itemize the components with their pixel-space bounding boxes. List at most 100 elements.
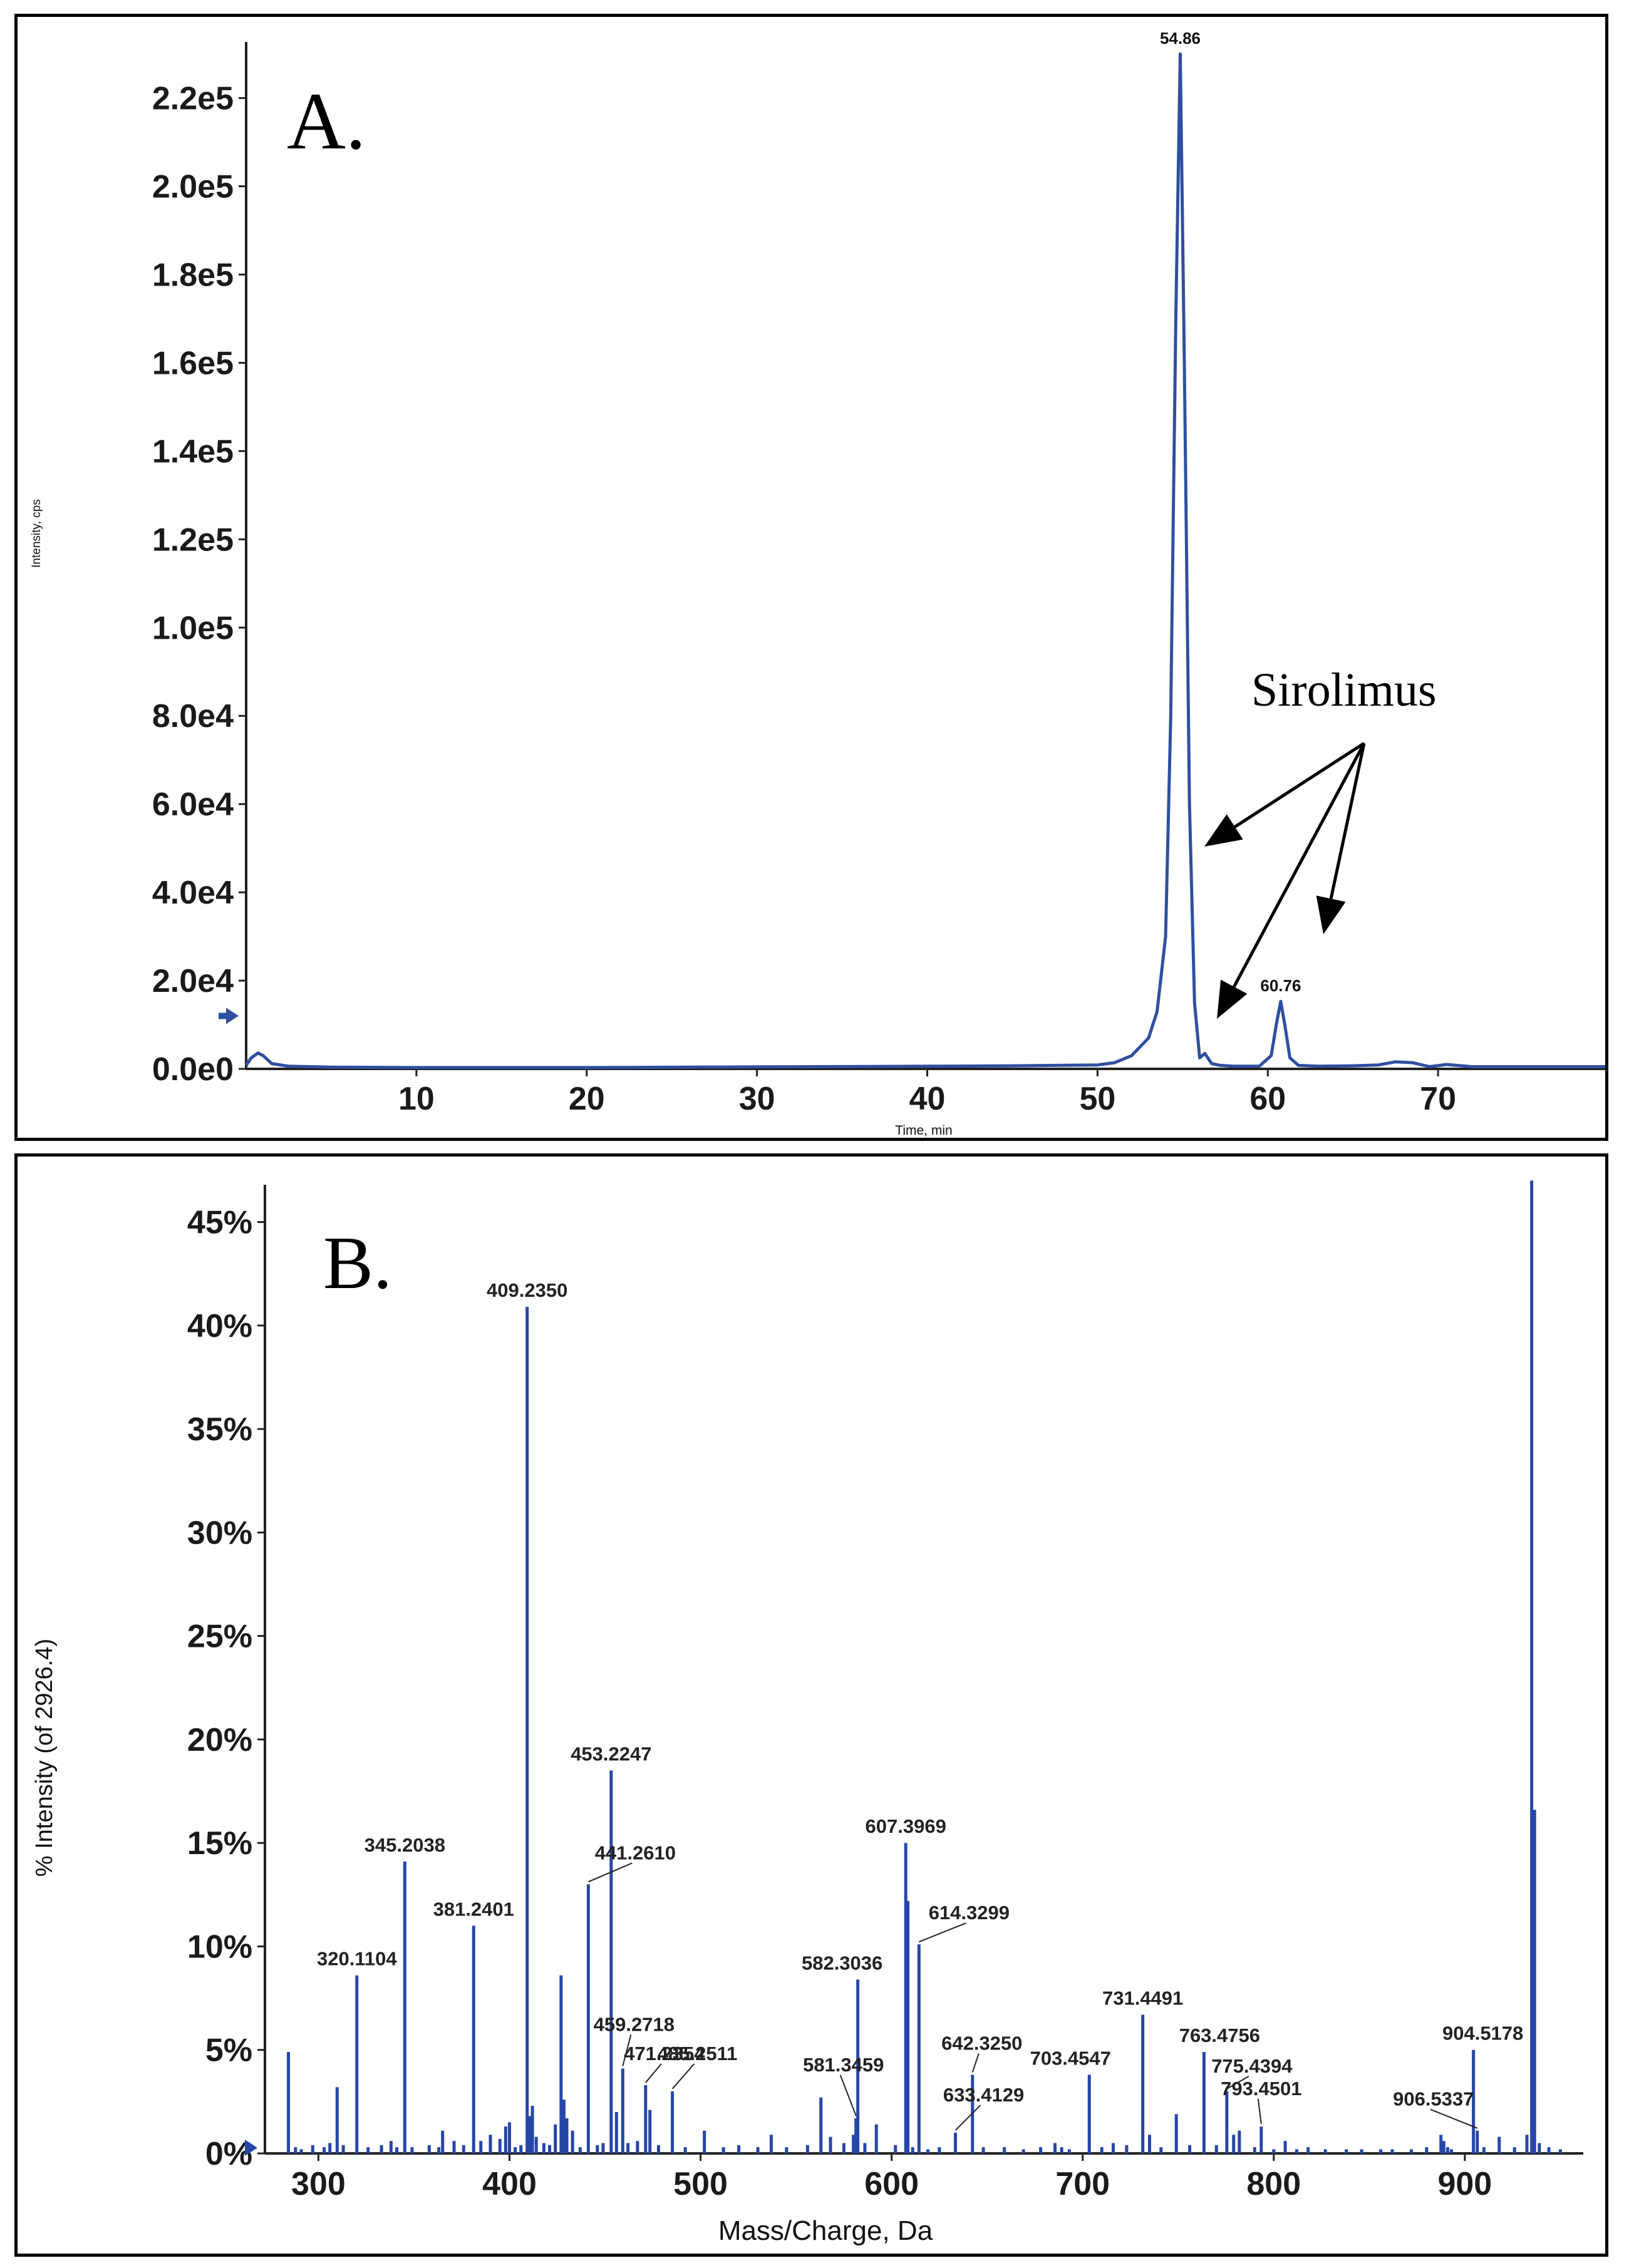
spectrum-peak-bar	[721, 2147, 725, 2153]
peak-label: 581.3459	[803, 2054, 884, 2076]
peak-label-leader	[1430, 2108, 1478, 2129]
y-tick-label: 25%	[187, 1619, 252, 1655]
sirolimus-arrow-second-peak	[1316, 743, 1366, 934]
spectrum-peak-bar	[648, 2110, 652, 2153]
panel-a-label: A.	[287, 76, 366, 167]
spectrum-peak-bar	[756, 2147, 760, 2153]
spectrum-peak-bar	[562, 2100, 566, 2153]
peak-label-leader	[671, 2063, 695, 2090]
spectrum-peak-bar	[614, 2111, 618, 2153]
x-tick-label: 70	[1420, 1081, 1456, 1117]
spectrum-peak-bar	[410, 2147, 414, 2153]
peak-label: 763.4756	[1179, 2024, 1260, 2046]
spectrum-peak-bar	[1100, 2147, 1104, 2153]
spectrum-peak-bar	[863, 2143, 867, 2153]
spectrum-peak-bar	[586, 1884, 590, 2153]
ms-spectrum-chart: B. % Intensity (of 2926.4) Mass/Charge, …	[31, 1180, 1583, 2246]
panel-b-ms-spectrum: B. % Intensity (of 2926.4) Mass/Charge, …	[14, 1153, 1608, 2257]
peak-label-leader	[918, 1922, 966, 1943]
x-axis-label: Mass/Charge, Da	[718, 2215, 933, 2246]
peak-label-leader	[971, 2053, 980, 2073]
peak-label: 731.4491	[1102, 1987, 1183, 2009]
x-tick-label: 800	[1246, 2166, 1301, 2202]
spectrum-peak-bar	[462, 2145, 465, 2153]
spectrum-peak-bar	[852, 2135, 856, 2153]
spectrum-peak-bar	[981, 2147, 985, 2153]
spectrum-peak-bar	[769, 2135, 773, 2153]
spectrum-peak-bar	[1390, 2149, 1394, 2153]
spectrum-peak-bar	[1060, 2147, 1063, 2153]
spectrum-peak-bar	[299, 2149, 303, 2153]
peak-label: 471.2354	[624, 2043, 705, 2064]
spectrum-peak-bar	[1547, 2147, 1551, 2153]
spectrum-peak-bar	[355, 1975, 359, 2153]
spectrum-peak-bar	[805, 2145, 809, 2153]
spectrum-peak-bar	[656, 2145, 660, 2153]
chromatogram-chart: A. Intensity, cps Time, min Sirolimus 0.…	[30, 29, 1605, 1138]
spectrum-peak-bar	[819, 2097, 823, 2153]
spectrum-peak-bar	[1039, 2147, 1043, 2153]
sirolimus-annotation: Sirolimus	[1251, 664, 1437, 716]
peak-label: 633.4129	[943, 2084, 1024, 2106]
spectrum-peak-bar	[703, 2130, 706, 2153]
spectrum-peak-bar	[504, 2126, 507, 2153]
spectrum-peak-bar	[1053, 2143, 1057, 2153]
spectrum-peak-bar	[1306, 2147, 1310, 2153]
spectrum-peak-bar	[542, 2143, 546, 2153]
spectrum-peak-bar	[1409, 2149, 1413, 2153]
peak-label-leader	[587, 1862, 633, 1883]
peak-label: 459.2718	[594, 2013, 675, 2035]
peak-label: 703.4547	[1030, 2047, 1111, 2069]
spectrum-peak-bar	[380, 2145, 383, 2153]
spectrum-peak-bar	[894, 2145, 897, 2153]
x-axis-label: Time, min	[895, 1123, 952, 1138]
peak-label: 54.86	[1160, 29, 1201, 48]
spectrum-peak-bar	[829, 2137, 832, 2153]
x-tick-label: 500	[673, 2166, 728, 2202]
spectrum-peak-bar	[1159, 2147, 1163, 2153]
sirolimus-arrow-shoulder	[1217, 742, 1366, 1019]
peak-label-leader	[954, 2105, 981, 2131]
spectrum-peak-bar	[1497, 2137, 1501, 2153]
spectrum-peak-bar	[525, 1307, 529, 2153]
peak-label: 775.4394	[1211, 2055, 1293, 2077]
spectrum-peak-bar	[904, 1843, 908, 2153]
y-tick-label: 8.0e4	[152, 698, 234, 735]
spectrum-peak-bar	[472, 1925, 475, 2153]
peak-label: 60.76	[1260, 976, 1301, 995]
spectrum-peak-bar	[1283, 2141, 1287, 2153]
y-axis-label: Intensity, cps	[30, 499, 43, 567]
start-marker-icon	[226, 1008, 239, 1024]
spectrum-peak-bar	[1232, 2135, 1236, 2153]
y-tick-label: 35%	[187, 1411, 252, 1448]
spectrum-peak-bar	[1238, 2130, 1241, 2153]
spectrum-peak-bar	[341, 2145, 345, 2153]
peak-label-leader	[645, 2063, 662, 2083]
peak-label: 793.4501	[1221, 2078, 1301, 2100]
spectrum-peak-bar	[548, 2145, 552, 2153]
spectrum-peak-bar	[452, 2141, 456, 2153]
spectrum-peak-bar	[621, 2068, 624, 2153]
spectrum-peak-bar	[389, 2141, 393, 2153]
spectrum-peak-bar	[559, 1975, 563, 2153]
peak-label: 485.2511	[658, 2043, 738, 2064]
spectrum-peak-bar	[395, 2147, 398, 2153]
spectrum-peak-bar	[519, 2145, 523, 2153]
peak-label: 582.3036	[802, 1952, 882, 1974]
peak-label: 453.2247	[571, 1743, 651, 1765]
y-axis-label: % Intensity (of 2926.4)	[31, 1639, 58, 1877]
y-tick-label: 15%	[187, 1825, 252, 1862]
y-tick-label: 0.0e0	[152, 1051, 234, 1088]
x-tick-label: 60	[1249, 1081, 1286, 1117]
spectrum-peak-bar	[938, 2147, 941, 2153]
spectrum-peak-bar	[1141, 2014, 1145, 2153]
spectrum-peak-bar	[1360, 2149, 1363, 2153]
spectrum-peak-bar	[1214, 2145, 1218, 2153]
peak-label: 345.2038	[365, 1834, 445, 1856]
spectrum-peak-bar	[1259, 2126, 1263, 2153]
spectrum-peak-bar	[644, 2085, 648, 2153]
baseline-marker-icon	[245, 2140, 257, 2156]
spectrum-peak-bar	[1533, 1810, 1536, 2153]
spectrum-peak-bar	[1021, 2149, 1025, 2153]
spectrum-peak-bar	[507, 2122, 511, 2153]
